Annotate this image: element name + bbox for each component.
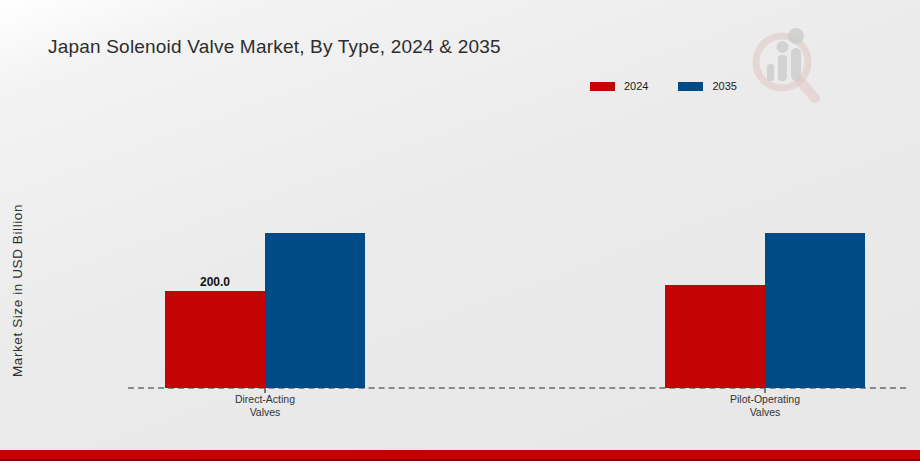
category-label-line1: Pilot-Operating [675,393,855,406]
plot-area: 200.0Direct-ActingValvesPilot-OperatingV… [0,0,920,471]
footer-accent-bar [0,450,920,461]
bar-2024-pilot-operating [665,285,765,388]
bar-2035-direct-acting [265,233,365,388]
bar-2024-direct-acting [165,291,265,388]
category-label-line2: Valves [675,406,855,419]
category-label: Pilot-OperatingValves [675,393,855,419]
bar-value-label: 200.0 [165,275,265,289]
bar-2035-pilot-operating [765,233,865,388]
category-label-line1: Direct-Acting [175,393,355,406]
category-label-line2: Valves [175,406,355,419]
category-label: Direct-ActingValves [175,393,355,419]
chart-page: Japan Solenoid Valve Market, By Type, 20… [0,0,920,471]
